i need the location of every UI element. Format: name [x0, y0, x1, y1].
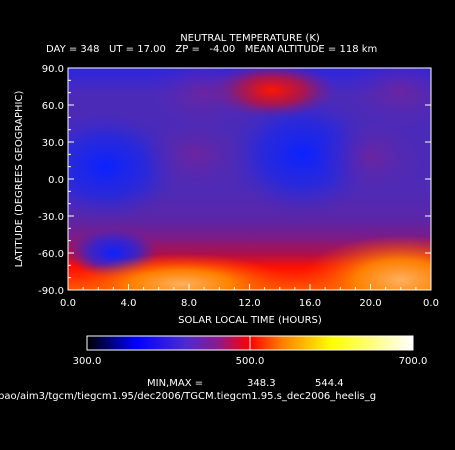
y-tick-label: 0.0	[48, 175, 64, 186]
y-tick-label: 30.0	[42, 138, 64, 149]
chart-subtitle: DAY = 348 UT = 17.00 ZP = -4.00 MEAN ALT…	[46, 44, 377, 55]
x-tick-label: 0.0	[60, 298, 76, 309]
heatmap-feature	[300, 235, 431, 290]
y-tick-label: -60.0	[38, 249, 64, 260]
file-path: pao/aim3/tgcm/tiegcm1.95/dec2006/TGCM.ti…	[0, 391, 376, 402]
y-tick-label: -30.0	[38, 212, 64, 223]
max-value: 544.4	[315, 378, 344, 389]
x-tick-label: 8.0	[181, 298, 197, 309]
heatmap-texture	[315, 116, 426, 197]
colorbar-label-min: 300.0	[73, 356, 102, 367]
x-axis-label: SOLAR LOCAL TIME (HOURS)	[178, 315, 322, 326]
x-tick-label: 4.0	[121, 298, 137, 309]
y-tick-label: 90.0	[42, 64, 64, 75]
heatmap-field	[68, 68, 431, 290]
chart-title: NEUTRAL TEMPERATURE (K)	[180, 33, 320, 44]
heatmap-texture	[141, 114, 252, 195]
heatmap-texture	[149, 68, 260, 133]
min-value: 348.3	[247, 378, 276, 389]
y-tick-label: -90.0	[38, 286, 64, 297]
heatmap-texture	[345, 68, 431, 131]
y-tick-label: 60.0	[42, 101, 64, 112]
y-axis-label: LATITUDE (DEGREES GEOGRAPHIC)	[14, 91, 25, 268]
x-tick-label: 0.0	[423, 298, 439, 309]
x-tick-label: 12.0	[238, 298, 260, 309]
colorbar-label-mid: 500.0	[236, 356, 265, 367]
x-tick-label: 20.0	[359, 298, 381, 309]
x-tick-label: 16.0	[299, 298, 321, 309]
heatmap-feature	[71, 253, 292, 290]
x-axis: 0.0 4.0 8.0 12.0 16.0 20.0 0.0	[60, 284, 439, 309]
colorbar-label-max: 700.0	[399, 356, 428, 367]
y-axis: -90.0 -60.0 -30.0 0.0 30.0 60.0 90.0	[38, 64, 431, 297]
min-max-label: MIN,MAX =	[147, 378, 203, 389]
